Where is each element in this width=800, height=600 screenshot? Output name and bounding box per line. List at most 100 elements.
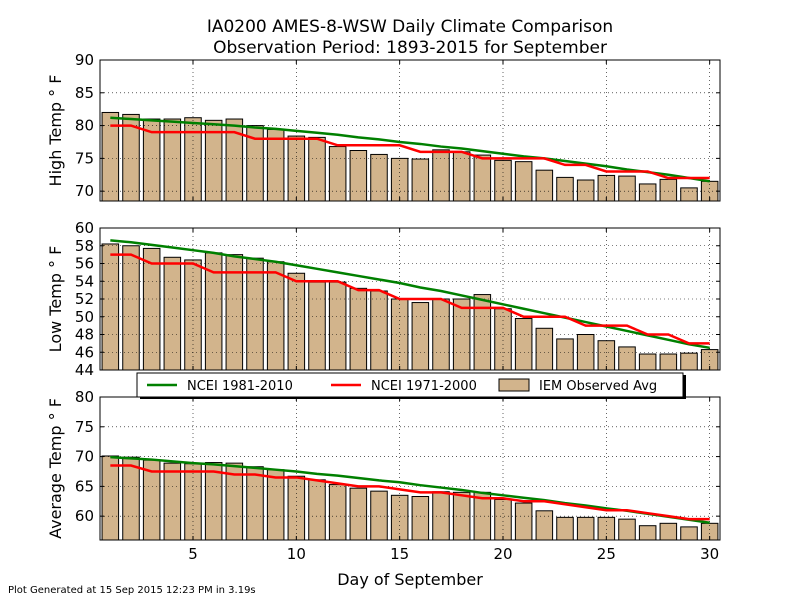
- observed-bar-day-24: [576, 179, 595, 201]
- observed-bar-day-29: [680, 352, 698, 370]
- observed-bar-day-11: [308, 479, 326, 540]
- y-axis-label: High Temp ° F: [46, 75, 65, 187]
- observed-bar-day-21: [514, 502, 533, 540]
- y-tick-label: 58: [75, 237, 94, 255]
- line-ncei-1971-2000: [110, 253, 710, 345]
- observed-bar-day-23: [556, 176, 574, 201]
- observed-bar-day-12: [328, 146, 347, 201]
- observed-bar-day-16: [411, 158, 430, 201]
- x-tick-label: 10: [287, 545, 306, 563]
- observed-bar-day-5: [184, 463, 202, 540]
- y-tick-label: 46: [75, 343, 94, 361]
- line-ncei-1971-2000: [110, 464, 710, 521]
- legend-label: NCEI 1971-2000: [371, 379, 477, 394]
- bar-group: [101, 455, 719, 540]
- observed-bar-day-5: [184, 259, 202, 370]
- y-tick-label: 80: [75, 388, 94, 406]
- observed-bar-day-22: [535, 327, 554, 370]
- legend-swatch-bar: [498, 378, 530, 392]
- observed-bar-day-22: [535, 510, 554, 540]
- observed-bar-day-28: [659, 353, 678, 370]
- observed-bar-day-12: [328, 484, 347, 540]
- observed-bar-day-18: [452, 491, 471, 540]
- observed-bar-day-26: [618, 175, 636, 201]
- observed-bar-day-26: [618, 346, 636, 370]
- observed-bar-day-30: [700, 349, 719, 370]
- observed-bar-day-26: [618, 518, 636, 540]
- observed-bar-day-24: [576, 334, 595, 370]
- observed-bar-day-15: [390, 157, 409, 201]
- x-tick-label: 30: [700, 545, 719, 563]
- observed-bar-day-12: [328, 281, 347, 370]
- observed-bar-day-17: [432, 491, 450, 540]
- observed-bar-day-27: [638, 353, 657, 370]
- observed-bar-day-8: [246, 466, 264, 540]
- observed-bar-day-16: [411, 302, 430, 370]
- observed-bar-day-15: [390, 298, 409, 370]
- y-tick-label: 60: [75, 507, 94, 525]
- x-tick-label: 5: [188, 545, 198, 563]
- observed-bar-day-29: [680, 526, 698, 540]
- observed-bar-day-13: [349, 487, 368, 540]
- observed-bar-day-17: [432, 149, 450, 201]
- chart-title-line1: IA0200 AMES-8-WSW Daily Climate Comparis…: [207, 17, 613, 37]
- observed-bar-day-17: [432, 298, 450, 370]
- observed-bar-day-30: [700, 522, 719, 540]
- observed-bar-day-8: [246, 257, 264, 370]
- observed-bar-day-15: [390, 494, 409, 540]
- bar-group: [101, 111, 719, 201]
- observed-bar-day-5: [184, 117, 202, 201]
- y-tick-label: 50: [75, 308, 94, 326]
- observed-bar-day-1: [101, 243, 120, 370]
- observed-bar-day-4: [163, 118, 182, 201]
- line-ncei-1981-2010: [110, 239, 710, 350]
- y-tick-label: 75: [75, 418, 94, 436]
- x-axis-label: Day of September: [337, 570, 483, 589]
- observed-bar-day-23: [556, 338, 574, 370]
- legend-box: [136, 372, 684, 398]
- bar-group: [101, 243, 719, 370]
- y-tick-label: 70: [75, 448, 94, 466]
- observed-bar-day-3: [142, 247, 161, 370]
- observed-bar-day-6: [204, 462, 223, 540]
- chart-panels: 70 75 80 85 90 High Temp ° F 44464850525456586…: [46, 51, 721, 563]
- plot-generated-footer: Plot Generated at 15 Sep 2015 12:23 PM i…: [8, 585, 256, 596]
- observed-bar-day-3: [142, 118, 161, 201]
- observed-bar-day-7: [225, 462, 244, 540]
- panel-1: 70 75 80 85 90 High Temp ° F: [46, 51, 721, 202]
- observed-bar-day-19: [473, 491, 492, 540]
- observed-bar-day-10: [287, 272, 306, 370]
- legend-label: IEM Observed Avg: [539, 379, 657, 394]
- observed-bar-day-7: [225, 254, 244, 370]
- observed-bar-day-22: [535, 169, 554, 201]
- observed-bar-day-11: [308, 136, 326, 201]
- observed-bar-day-14: [370, 153, 388, 201]
- observed-bar-day-11: [308, 281, 326, 370]
- observed-bar-day-14: [370, 290, 388, 370]
- y-tick-label: 90: [75, 51, 94, 69]
- observed-bar-day-18: [452, 151, 471, 201]
- observed-bar-day-1: [101, 111, 120, 201]
- observed-bar-day-18: [452, 298, 471, 370]
- y-tick-label: 54: [75, 272, 94, 290]
- observed-bar-day-14: [370, 490, 388, 540]
- y-tick-label: 75: [75, 149, 94, 167]
- observed-bar-day-23: [556, 516, 574, 540]
- observed-bar-day-9: [266, 129, 285, 201]
- y-tick-label: 60: [75, 219, 94, 237]
- observed-bar-day-24: [576, 516, 595, 540]
- observed-bar-day-6: [204, 119, 223, 201]
- line-ncei-1971-2000: [110, 124, 710, 180]
- observed-bar-day-16: [411, 496, 430, 540]
- chart-title-line2: Observation Period: 1893-2015 for Septem…: [213, 38, 607, 58]
- y-axis-label: Average Temp ° F: [46, 398, 65, 539]
- observed-bar-day-19: [473, 154, 492, 201]
- observed-bar-day-7: [225, 118, 244, 201]
- y-tick-label: 52: [75, 290, 94, 308]
- x-tick-label: 20: [493, 545, 512, 563]
- y-tick-label: 56: [75, 255, 94, 273]
- y-tick-label: 85: [75, 84, 94, 102]
- observed-bar-day-9: [266, 469, 285, 540]
